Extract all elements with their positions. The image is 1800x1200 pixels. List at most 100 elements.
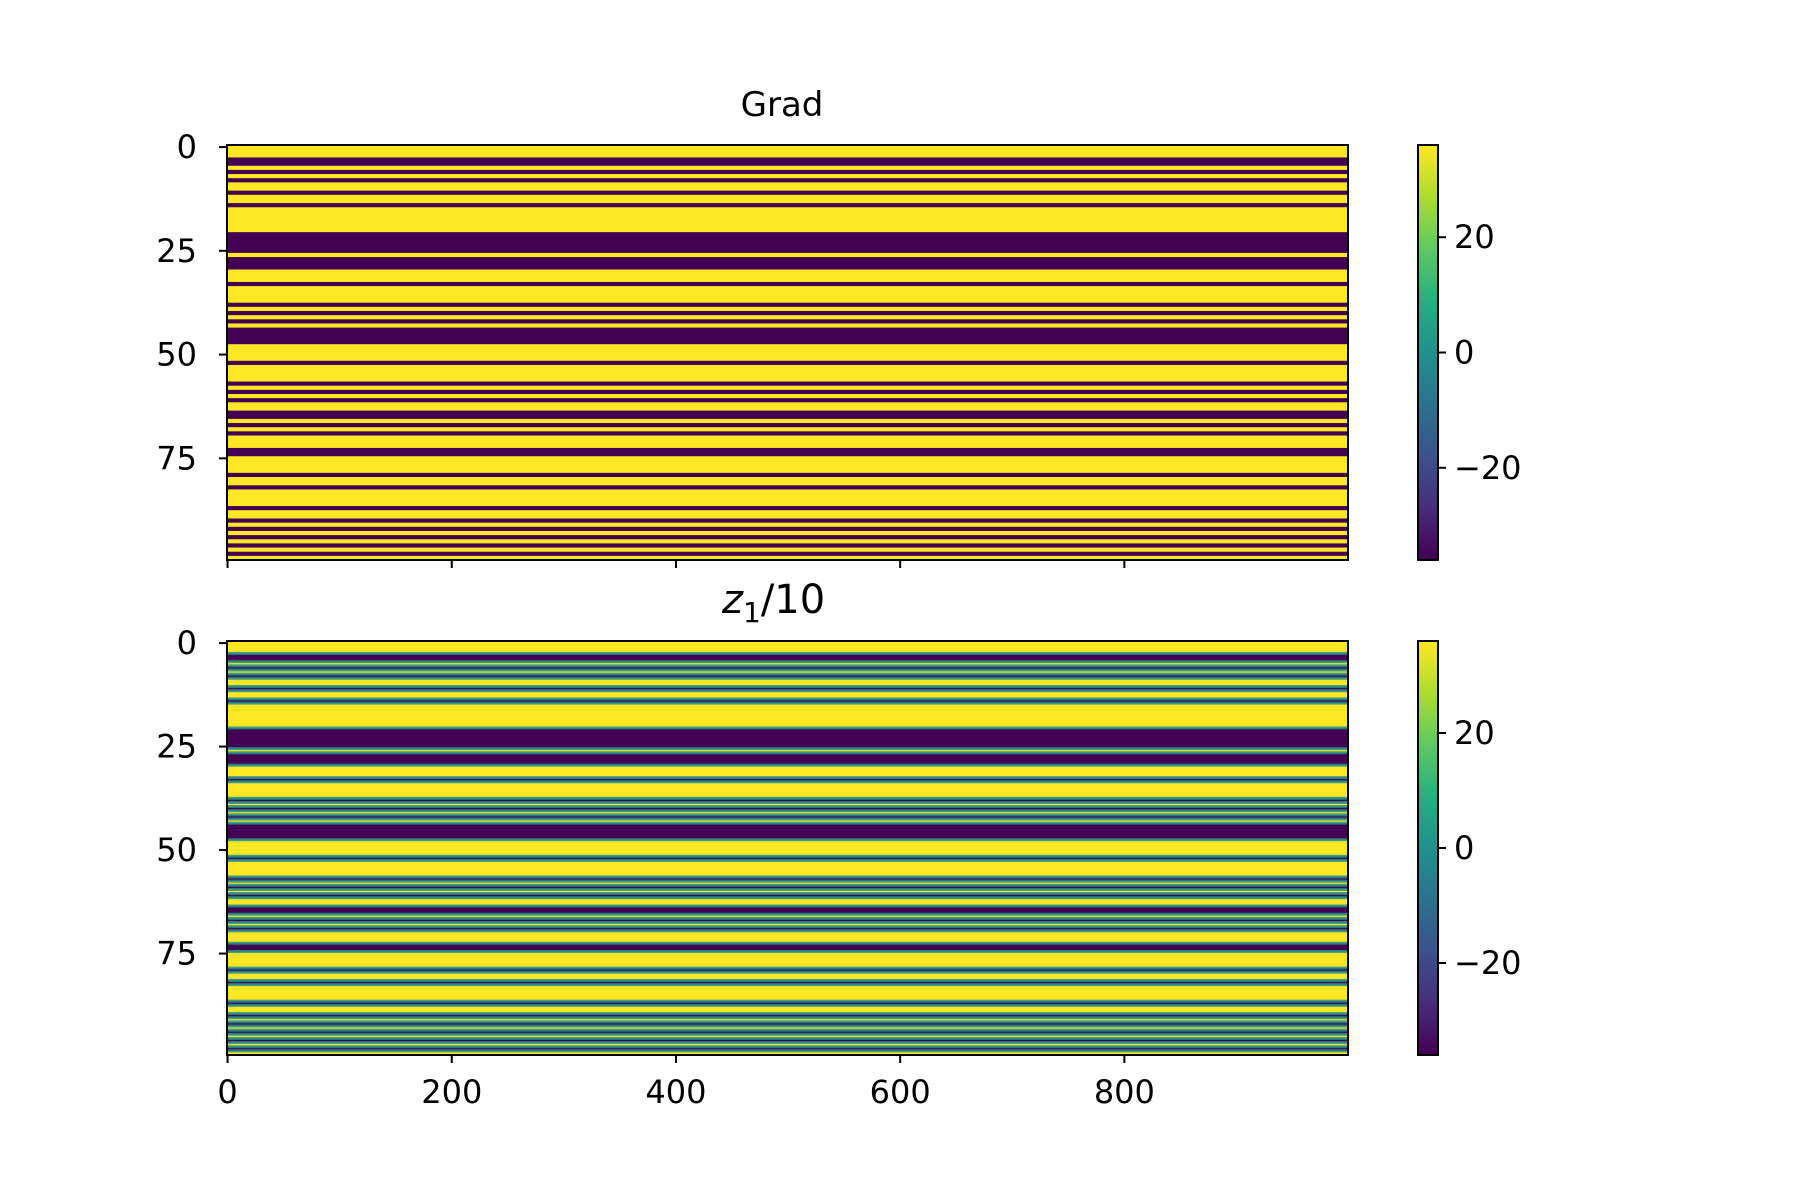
heatmap-transition [227, 651, 1348, 655]
heatmap-row [227, 377, 1348, 383]
heatmap-row [227, 335, 1348, 341]
heatmap-row [227, 530, 1348, 536]
heatmap-transition [227, 763, 1348, 767]
heatmap-row [227, 992, 1348, 998]
heatmap-row [227, 228, 1348, 233]
heatmap-row [227, 481, 1348, 486]
heatmap-transition [227, 805, 1348, 809]
heatmap-row [227, 215, 1348, 221]
heatmap-row [227, 694, 1348, 700]
heatmap-row [227, 435, 1348, 441]
heatmap-row [227, 248, 1348, 254]
heatmap-row [227, 1013, 1348, 1019]
heatmap-row [227, 389, 1348, 395]
y-tick-label: 75 [156, 439, 197, 477]
heatmap-transition [227, 800, 1348, 804]
heatmap-row [227, 281, 1348, 287]
heatmap-row [227, 951, 1348, 957]
heatmap-row [227, 252, 1348, 258]
heatmap-transition [227, 875, 1348, 879]
y-tick-label: 75 [156, 935, 197, 973]
heatmap-row [227, 514, 1348, 520]
heatmap-row [227, 711, 1348, 717]
heatmap-row [227, 827, 1348, 833]
heatmap-row [227, 802, 1348, 808]
heatmap-row [227, 311, 1348, 316]
heatmap-row [227, 910, 1348, 915]
heatmap-row [227, 930, 1348, 936]
heatmap-row [227, 1001, 1348, 1006]
heatmap-row [227, 669, 1348, 675]
heatmap-row [227, 926, 1348, 932]
heatmap-row [227, 1026, 1348, 1031]
heatmap-row [227, 885, 1348, 890]
heatmap-row [227, 485, 1348, 491]
heatmap-row [227, 269, 1348, 275]
heatmap-row [227, 773, 1348, 779]
x-tick-label: 600 [870, 1073, 931, 1111]
heatmap-row [227, 211, 1348, 217]
heatmap-row [227, 1050, 1348, 1056]
heatmap-row [227, 939, 1348, 944]
heatmap-transition [227, 660, 1348, 664]
heatmap-row [227, 352, 1348, 358]
heatmap-transition [227, 904, 1348, 908]
plot-frame [226, 640, 1349, 1056]
heatmap-row [227, 831, 1348, 837]
heatmap-row [227, 182, 1348, 188]
heatmap-row [227, 698, 1348, 704]
x-tick-label: 400 [645, 1073, 706, 1111]
heatmap-row [227, 814, 1348, 820]
heatmap-row [227, 186, 1348, 192]
heatmap-row [227, 806, 1348, 812]
heatmap-row [227, 418, 1348, 424]
heatmap-transition [227, 858, 1348, 862]
heatmap-row [227, 823, 1348, 828]
heatmap-row [227, 298, 1348, 304]
heatmap-row [227, 740, 1348, 746]
heatmap-transition [227, 685, 1348, 689]
heatmap-row [227, 410, 1348, 416]
heatmap-row [227, 273, 1348, 279]
y-tick-label: 0 [177, 128, 197, 166]
colorbar-tick-label: −20 [1454, 449, 1522, 487]
heatmap-row [227, 535, 1348, 540]
heatmap-row [227, 501, 1348, 507]
heatmap-row [227, 955, 1348, 961]
heatmap-row [227, 761, 1348, 766]
heatmap-row [227, 468, 1348, 474]
heatmap-transition [227, 921, 1348, 925]
heatmap-row [227, 149, 1348, 154]
heatmap-row [227, 777, 1348, 783]
heatmap-row [227, 547, 1348, 553]
heatmap-row [227, 219, 1348, 225]
heatmap-row [227, 972, 1348, 977]
heatmap-row [227, 984, 1348, 990]
y-tick-label: 0 [177, 624, 197, 662]
heatmap-transition [227, 887, 1348, 891]
heatmap-row [227, 169, 1348, 175]
heatmap-row [227, 980, 1348, 986]
heatmap-transition [227, 1032, 1348, 1036]
y-tick-label: 50 [156, 336, 197, 374]
panel-title: z1/10 [721, 577, 825, 629]
heatmap-row [227, 157, 1348, 163]
heatmap-row [227, 752, 1348, 758]
heatmap-row [227, 934, 1348, 940]
heatmap-transition [227, 1020, 1348, 1024]
heatmap-row [227, 653, 1348, 659]
heatmap-row [227, 543, 1348, 549]
heatmap-row [227, 736, 1348, 741]
heatmap-row [227, 856, 1348, 862]
heatmap-row [227, 427, 1348, 432]
heatmap-row [227, 868, 1348, 874]
heatmap-row [227, 290, 1348, 295]
heatmap-row [227, 551, 1348, 557]
heatmap-transition [227, 950, 1348, 953]
heatmap-row [227, 340, 1348, 345]
colorbar-tick-label: 20 [1454, 218, 1495, 256]
colorbar-ticks: 20 0 −20 [1438, 714, 1522, 982]
heatmap-row [227, 839, 1348, 845]
